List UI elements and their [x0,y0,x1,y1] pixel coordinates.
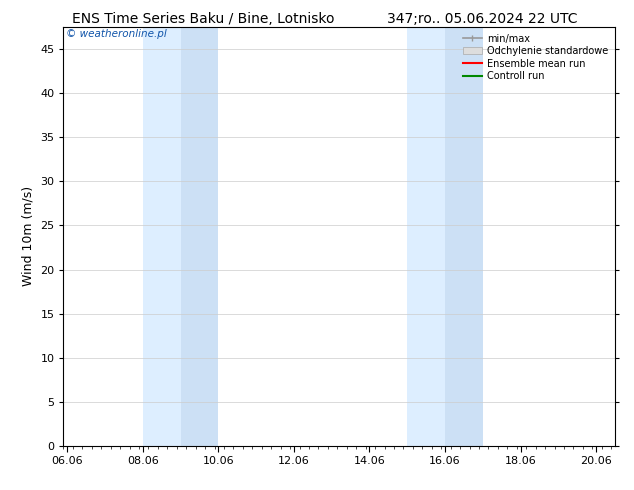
Bar [181,27,218,446]
Bar [445,27,482,446]
Bar [143,27,181,446]
Bar [407,27,445,446]
Text: 347;ro.. 05.06.2024 22 UTC: 347;ro.. 05.06.2024 22 UTC [387,12,577,26]
Legend: min/max, Odchylenie standardowe, Ensemble mean run, Controll run: min/max, Odchylenie standardowe, Ensembl… [461,32,610,83]
Text: © weatheronline.pl: © weatheronline.pl [66,29,167,39]
Text: ENS Time Series Baku / Bine, Lotnisko: ENS Time Series Baku / Bine, Lotnisko [72,12,334,26]
Y-axis label: Wind 10m (m/s): Wind 10m (m/s) [22,186,35,287]
